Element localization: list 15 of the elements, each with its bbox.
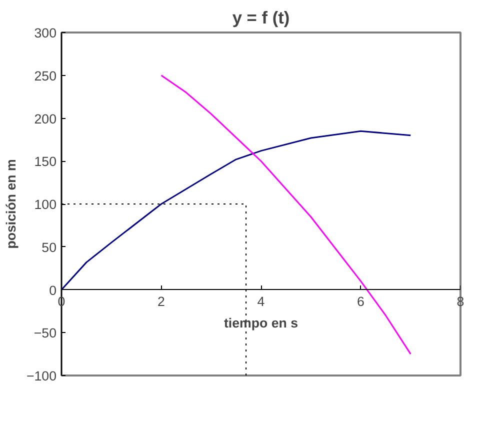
x-tick-label: 2 <box>158 294 165 309</box>
x-axis-title: tiempo en s <box>224 316 298 330</box>
y-tick-label: 50 <box>42 240 57 255</box>
chart-title: y = f (t) <box>232 8 290 28</box>
y-tick-label: −100 <box>26 368 57 384</box>
y-tick-label: 200 <box>34 111 57 126</box>
x-tick-label: 4 <box>257 294 266 309</box>
y-tick-label: 150 <box>34 154 57 170</box>
y-axis-title: posición en m <box>3 159 18 249</box>
x-tick-label: 6 <box>357 294 364 309</box>
y-tick-label: 250 <box>34 68 57 84</box>
y-tick-label: 0 <box>49 282 57 298</box>
y-tick-label: 300 <box>34 26 57 40</box>
y-tick-label: 100 <box>34 197 57 212</box>
y-tick-label: −50 <box>34 326 56 341</box>
